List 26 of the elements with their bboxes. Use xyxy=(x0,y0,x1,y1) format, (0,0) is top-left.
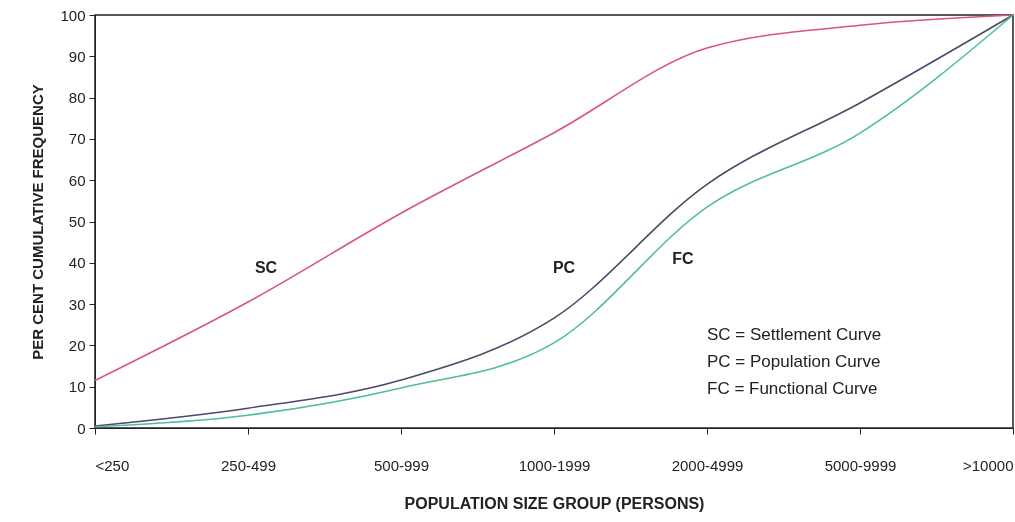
x-tick-label: >10000 xyxy=(963,456,1014,474)
x-tick-label: 5000-9999 xyxy=(824,456,897,474)
series-label: FC xyxy=(672,250,695,268)
x-axis-title: POPULATION SIZE GROUP (PERSONS) xyxy=(404,494,705,512)
annotation: PC = Population Curve xyxy=(707,352,881,371)
y-tick-label: 60 xyxy=(68,171,86,189)
y-tick-label: 90 xyxy=(68,47,86,65)
y-axis-title: PER CENT CUMULATIVE FREQUENCY xyxy=(29,84,47,360)
y-tick-label: 10 xyxy=(68,378,86,396)
annotation: SC = Settlement Curve xyxy=(707,325,882,344)
series-label: PC xyxy=(552,259,576,277)
x-tick-label: 2000-4999 xyxy=(671,456,744,474)
y-tick-label: 40 xyxy=(68,254,86,272)
y-tick-label: 30 xyxy=(68,295,86,313)
x-tick-label: 1000-1999 xyxy=(518,456,591,474)
y-tick-label: 100 xyxy=(60,6,86,24)
x-tick-label: 500-999 xyxy=(373,456,430,474)
annotation: FC = Functional Curve xyxy=(707,379,878,398)
y-tick-label: 0 xyxy=(77,419,86,437)
y-tick-label: 20 xyxy=(68,336,86,354)
y-tick-label: 50 xyxy=(68,213,86,230)
series-label: SC xyxy=(254,259,278,277)
y-tick-label: 80 xyxy=(68,89,86,107)
y-tick-label: 70 xyxy=(68,130,86,148)
x-tick-label: <250 xyxy=(95,456,130,474)
x-tick-label: 250-499 xyxy=(220,456,277,474)
